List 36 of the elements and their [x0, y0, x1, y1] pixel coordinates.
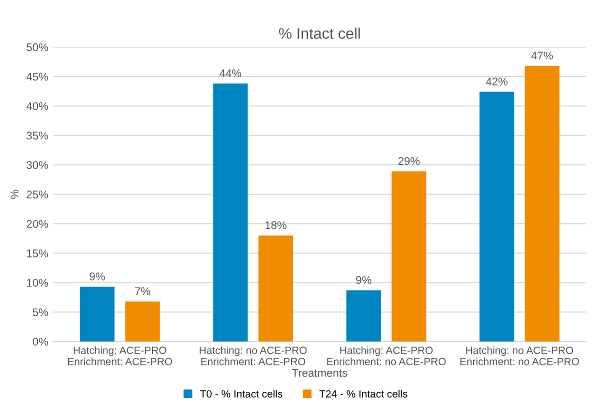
y-tick-label: 25% [26, 190, 48, 198]
data-label: 44% [220, 69, 242, 78]
y-axis-title: % [10, 190, 18, 199]
y-tick-label: 5% [32, 308, 48, 316]
x-tick-label: Hatching: no ACE-PRO Enrichment: no ACE-PRO [460, 346, 579, 366]
y-tick-label: 50% [26, 43, 48, 52]
data-label: 18% [265, 221, 286, 230]
bar [346, 290, 381, 342]
x-tick-label: Hatching: ACE-PRO Enrichment: ACE-PRO [68, 346, 172, 366]
y-tick-label: 30% [26, 161, 48, 169]
x-axis-title: Treatments [292, 369, 348, 377]
bar [80, 286, 115, 342]
chart-title: % Intact cell [279, 28, 360, 39]
x-tick-label: Hatching: no ACE-PRO Enrichment: ACE-PRO [200, 346, 307, 366]
y-tick-label: 20% [26, 220, 48, 228]
bar [258, 236, 294, 342]
bar [213, 84, 248, 342]
data-label: 9% [356, 276, 372, 284]
y-tick-label: 45% [26, 72, 48, 81]
bar [524, 66, 560, 342]
data-label: 47% [531, 52, 553, 60]
legend-label: T0 - % Intact cells [200, 390, 282, 398]
bar [480, 92, 514, 342]
y-tick-label: 10% [27, 278, 48, 287]
data-label: 9% [90, 272, 105, 280]
data-label: 7% [135, 287, 150, 296]
legend-label: T24 - % Intact cells [319, 390, 408, 398]
bar [392, 171, 426, 342]
bar [125, 301, 160, 342]
y-tick-label: 0% [32, 338, 48, 346]
data-label: 42% [486, 78, 508, 86]
data-label: 29% [398, 157, 420, 165]
y-tick-label: 15% [27, 249, 48, 258]
y-tick-label: 40% [26, 102, 48, 110]
y-tick-label: 35% [26, 132, 48, 140]
x-tick-label: Hatching: ACE-PRO Enrichment: no ACE-PRO [327, 346, 446, 366]
